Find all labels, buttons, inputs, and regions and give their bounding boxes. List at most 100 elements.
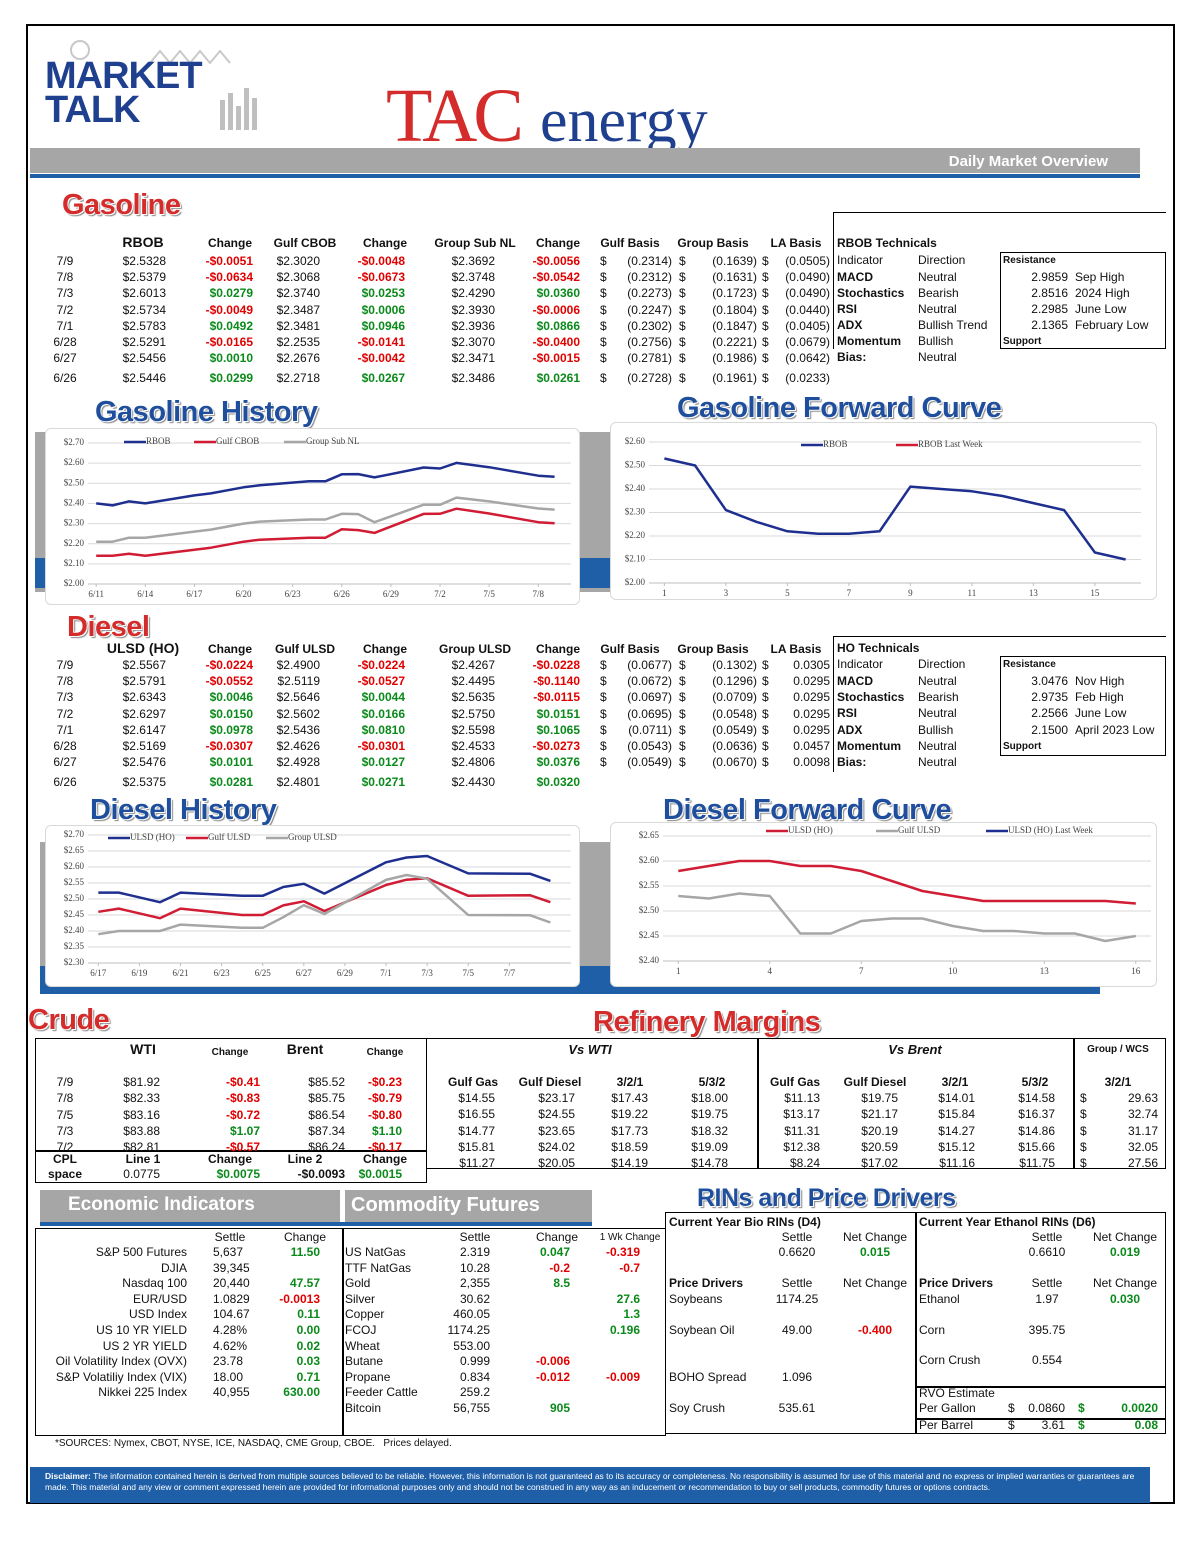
cell: $2.5646 <box>276 690 320 705</box>
header-rule <box>30 174 1140 178</box>
cell: $0.0046 <box>209 690 253 705</box>
x-tick-label: 7/7 <box>504 968 516 978</box>
net-change: 0.030 <box>1109 1292 1141 1306</box>
net-change: 0.019 <box>1109 1245 1141 1259</box>
cell: $ <box>1080 1107 1087 1122</box>
settle: 259.2 <box>459 1385 490 1400</box>
cell: $2.5750 <box>451 706 495 721</box>
cell: $0.0253 <box>361 286 405 301</box>
cell: $ <box>762 270 769 285</box>
y-tick-label: $2.55 <box>64 877 85 887</box>
column-header: Settle <box>1031 1230 1063 1244</box>
cell: $0.0006 <box>361 302 405 317</box>
cell: $ <box>762 690 769 705</box>
x-tick-label: 6/21 <box>172 968 188 978</box>
settle: 1174.25 <box>447 1323 491 1337</box>
x-tick-label: 7/2 <box>434 589 446 599</box>
settle: 56,755 <box>453 1401 490 1415</box>
cell: $0.0492 <box>209 318 253 333</box>
column-header: Change <box>535 642 580 656</box>
direction: Neutral <box>918 755 957 769</box>
legend-label: Group ULSD <box>288 832 337 842</box>
cell: $15.12 <box>938 1139 975 1154</box>
settle: 1174.25 <box>775 1292 819 1306</box>
rvo-title: RVO Estimate <box>919 1386 995 1400</box>
legend-label: Gulf CBOB <box>216 436 259 446</box>
cell: 7/5 <box>56 1107 74 1122</box>
cpl-value: -$0.0093 <box>297 1167 345 1181</box>
cell: $ <box>679 286 686 301</box>
cell: (0.1639) <box>712 254 757 268</box>
settle: 460.05 <box>453 1307 490 1322</box>
series-line <box>96 461 555 507</box>
cell: -$0.0141 <box>357 335 405 349</box>
x-tick-label: 6/26 <box>334 589 351 599</box>
cell: (0.1631) <box>712 270 757 285</box>
cell: (0.2247) <box>627 302 672 317</box>
cell: $ <box>679 254 686 268</box>
column-header: WTI <box>130 1041 156 1057</box>
cell: (0.2728) <box>627 371 672 386</box>
chart-title: Gasoline Forward Curve <box>677 392 1002 424</box>
change: 11.50 <box>290 1245 320 1259</box>
cell: $2.5291 <box>122 335 166 349</box>
legend-label: Group Sub NL <box>306 436 360 446</box>
cell: $19.75 <box>691 1107 728 1122</box>
indicator: Momentum <box>837 334 901 348</box>
chart-title: Diesel Forward Curve <box>663 794 952 826</box>
cell: $2.5328 <box>122 254 166 268</box>
direction: Neutral <box>918 738 957 753</box>
settle: 4.62% <box>213 1338 248 1353</box>
driver: Corn Crush <box>919 1353 981 1367</box>
cell: (0.1302) <box>712 658 757 672</box>
cell: $ <box>762 755 769 770</box>
column-header: ULSD (HO) <box>106 640 180 656</box>
support-label: Support <box>1003 740 1042 752</box>
driver: Ethanol <box>919 1292 960 1306</box>
cell: $ <box>600 658 607 672</box>
cell: $2.4533 <box>451 739 495 753</box>
cell: -$0.0224 <box>357 658 405 672</box>
cell: $ <box>1080 1123 1087 1138</box>
x-tick-label: 11 <box>968 588 977 598</box>
cell: $0.0271 <box>361 775 405 790</box>
y-tick-label: $2.65 <box>64 845 85 855</box>
cell: 6/27 <box>53 351 77 366</box>
cell: (0.0695) <box>627 706 672 721</box>
cell: $ <box>600 318 607 333</box>
cell: $17.43 <box>611 1091 648 1105</box>
chart-frame: $2.00 $2.10 $2.20 $2.30 $2.40 $2.50 $2.60 1 3 5 7 9… <box>610 422 1157 600</box>
cell: (0.0543) <box>627 739 672 753</box>
cell: -$0.41 <box>225 1075 260 1089</box>
column-header: Gulf Diesel <box>518 1075 582 1089</box>
settle: 0.834 <box>459 1369 490 1384</box>
column-header: Price Drivers <box>669 1276 744 1290</box>
x-tick-label: 13 <box>1029 588 1039 598</box>
x-tick-label: 7 <box>847 588 852 598</box>
cell: $14.58 <box>1018 1091 1055 1105</box>
cell: 7/2 <box>56 1140 74 1155</box>
cell: $2.5598 <box>451 722 495 737</box>
cell: 32.05 <box>1127 1139 1158 1154</box>
cpl-label: space <box>47 1167 83 1181</box>
cell: $2.5456 <box>122 351 166 366</box>
cell: (0.0505) <box>785 254 830 268</box>
settle: 5,637 <box>213 1245 244 1259</box>
column-header: 5/3/2 <box>1021 1075 1049 1089</box>
cell: (0.0711) <box>628 722 672 737</box>
level-label: February Low <box>1075 318 1149 332</box>
y-tick-label: $2.40 <box>64 497 85 507</box>
settle: 39,345 <box>213 1260 250 1275</box>
column-header: Gulf CBOB <box>273 236 337 250</box>
direction: Bullish <box>918 334 954 348</box>
commodity-name: US NatGas <box>345 1245 406 1259</box>
cell: (0.0548) <box>712 706 757 721</box>
cell: $2.3487 <box>276 302 320 317</box>
indicator: ADX <box>837 318 863 332</box>
change: 0.03 <box>296 1354 320 1369</box>
indicator-name: US 2 YR YIELD <box>102 1338 187 1353</box>
cell: $2.5375 <box>122 775 166 790</box>
y-tick-label: $2.40 <box>625 483 646 493</box>
y-tick-label: $2.10 <box>625 554 646 564</box>
